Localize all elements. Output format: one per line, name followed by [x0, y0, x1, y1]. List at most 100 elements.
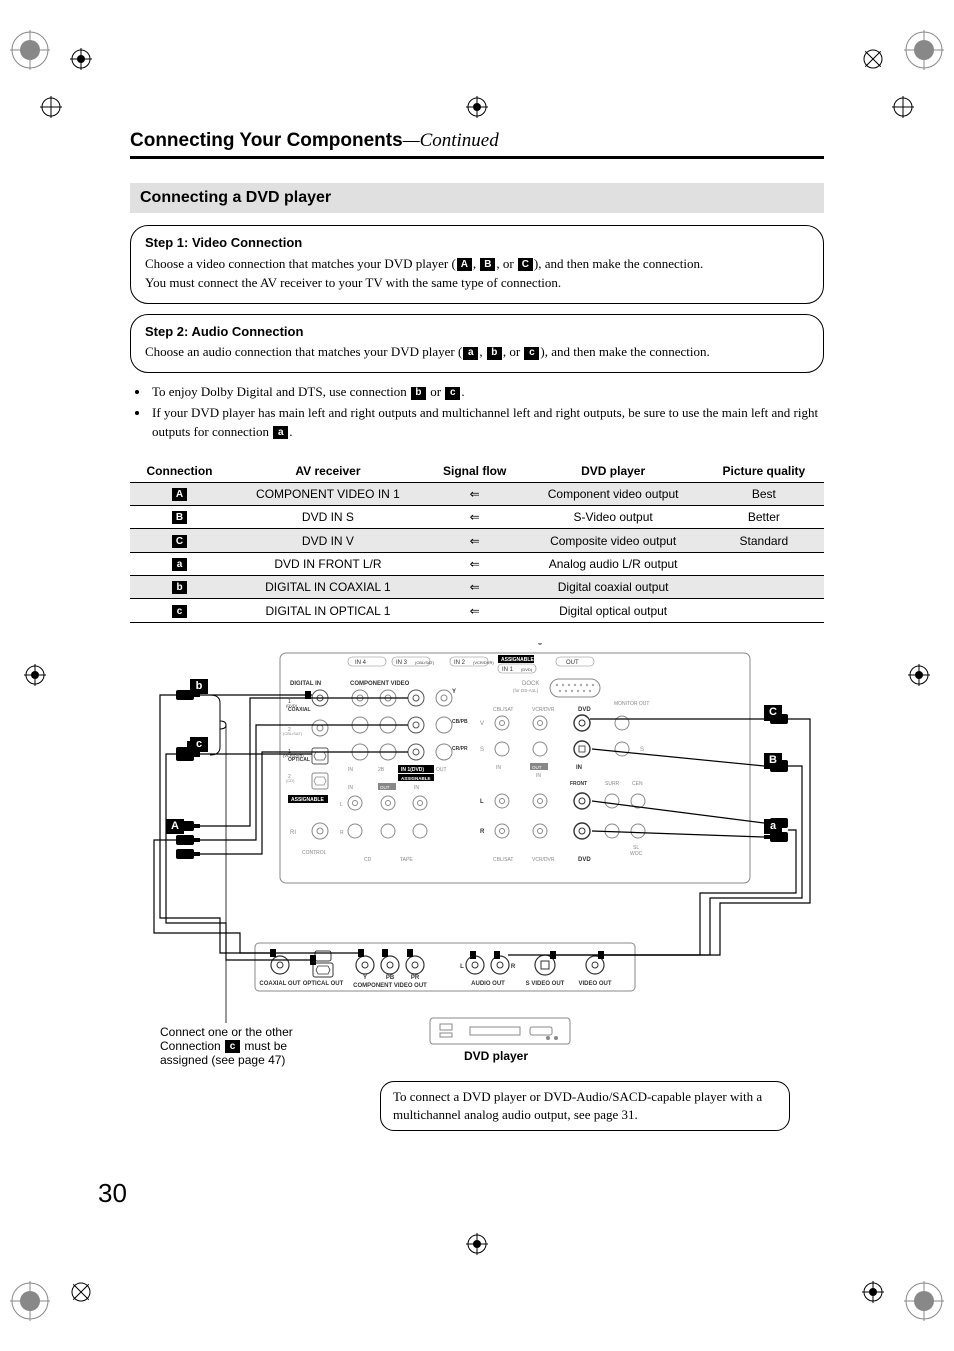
table-row: CDVD IN V⇐Composite video outputStandard [130, 529, 824, 552]
badge-C: C [172, 535, 187, 548]
svg-text:VIDEO OUT: VIDEO OUT [578, 981, 611, 987]
reg-mark-side [908, 664, 930, 686]
section-header: Connecting Your Components—Continued [130, 130, 824, 159]
svg-text:IN: IN [576, 765, 582, 771]
svg-text:SURR: SURR [605, 781, 620, 787]
td-flow: ⇐ [427, 529, 523, 552]
step1-line1: Choose a video connection that matches y… [145, 255, 809, 274]
svg-text:R: R [511, 964, 516, 970]
reg-mark-top [40, 96, 62, 118]
text: , or [496, 256, 517, 271]
td-player: Composite video output [523, 529, 704, 552]
td-receiver: DIGITAL IN OPTICAL 1 [229, 599, 427, 622]
text: Connect one or the other [160, 1025, 293, 1039]
td-player: Component video output [523, 482, 704, 505]
th-receiver: AV receiver [229, 460, 427, 483]
svg-text:IN 3: IN 3 [396, 660, 408, 666]
td-connection: B [130, 506, 229, 529]
text: , or [503, 344, 524, 359]
diagram-badge-c: c [190, 737, 208, 752]
step1-title: Step 1: Video Connection [145, 234, 809, 253]
table-row: cDIGITAL IN OPTICAL 1⇐Digital optical ou… [130, 599, 824, 622]
td-receiver: DIGITAL IN COAXIAL 1 [229, 576, 427, 599]
step2-title: Step 2: Audio Connection [145, 323, 809, 342]
svg-text:PR: PR [411, 975, 420, 981]
td-connection: a [130, 552, 229, 575]
svg-text:CEN: CEN [632, 781, 643, 787]
reg-mark-bottom [466, 1233, 488, 1255]
table-row: aDVD IN FRONT L/R⇐Analog audio L/R outpu… [130, 552, 824, 575]
diagram-caption: Connect one or the other Connection c mu… [160, 1025, 293, 1067]
svg-text:CBL/SAT: CBL/SAT [493, 857, 513, 863]
svg-text:(DVD): (DVD) [286, 703, 298, 708]
svg-text:Y: Y [363, 975, 367, 981]
reg-mark-inner [857, 43, 888, 74]
svg-text:IN: IN [496, 765, 501, 771]
page-content: Connecting Your Components—Continued Con… [130, 130, 824, 1131]
reg-mark-side [24, 664, 46, 686]
note-box: To connect a DVD player or DVD-Audio/SAC… [380, 1081, 790, 1131]
svg-text:IN: IN [414, 785, 419, 791]
td-quality: Best [704, 482, 824, 505]
badge-a: a [273, 426, 288, 439]
svg-text:PB: PB [386, 975, 395, 981]
svg-text:COMPONENT VIDEO OUT: COMPONENT VIDEO OUT [353, 983, 427, 989]
svg-text:L: L [480, 799, 484, 805]
connection-diagram: IN 4 IN 3 (CBL/SAT) IN 2 (VCR/DVR) ASSIG… [130, 643, 824, 1073]
text: . [289, 424, 292, 439]
svg-text:V: V [480, 721, 484, 727]
svg-text:DVD: DVD [578, 707, 591, 713]
svg-text:COAXIAL OUT: COAXIAL OUT [259, 981, 301, 987]
subsection-title: Connecting a DVD player [130, 183, 824, 213]
td-flow: ⇐ [427, 506, 523, 529]
step1-box: Step 1: Video Connection Choose a video … [130, 225, 824, 304]
badge-b: b [172, 581, 187, 594]
badge-c: c [445, 387, 460, 400]
text: Connection c must be [160, 1039, 293, 1053]
svg-text:IN: IN [348, 767, 353, 773]
svg-text:OPTICAL OUT: OPTICAL OUT [303, 981, 344, 987]
bullet-2: If your DVD player has main left and rig… [150, 404, 824, 442]
svg-text:AUDIO OUT: AUDIO OUT [471, 981, 505, 987]
badge-c: c [225, 1040, 240, 1053]
svg-text:CONTROL: CONTROL [302, 850, 327, 856]
td-flow: ⇐ [427, 576, 523, 599]
text: , [473, 256, 480, 271]
td-player: Digital coaxial output [523, 576, 704, 599]
svg-text:R: R [480, 829, 485, 835]
svg-text:VCR/DVR: VCR/DVR [532, 707, 555, 713]
reg-mark [904, 1281, 944, 1321]
text: . [461, 384, 464, 399]
svg-text:DIGITAL IN: DIGITAL IN [290, 681, 321, 687]
td-quality: Standard [704, 529, 824, 552]
td-player: Digital optical output [523, 599, 704, 622]
badge-b: b [411, 387, 426, 400]
td-player: Analog audio L/R output [523, 552, 704, 575]
td-flow: ⇐ [427, 482, 523, 505]
reg-mark-inner [65, 1276, 96, 1307]
badge-A: A [457, 258, 472, 271]
bullet-1: To enjoy Dolby Digital and DTS, use conn… [150, 383, 824, 402]
svg-text:S: S [640, 747, 644, 753]
text: ), and then make the connection. [534, 256, 703, 271]
td-flow: ⇐ [427, 552, 523, 575]
badge-c: c [524, 347, 539, 360]
td-connection: C [130, 529, 229, 552]
badge-b: b [487, 347, 502, 360]
text: To enjoy Dolby Digital and DTS, use conn… [152, 384, 410, 399]
svg-text:S VIDEO OUT: S VIDEO OUT [526, 981, 565, 987]
svg-text:DVD: DVD [578, 857, 591, 863]
svg-text:CB/PB: CB/PB [452, 719, 468, 725]
page-number: 30 [98, 1178, 127, 1209]
td-receiver: DVD IN S [229, 506, 427, 529]
text: If your DVD player has main left and rig… [152, 405, 818, 439]
svg-text:MONITOR OUT: MONITOR OUT [614, 701, 649, 707]
svg-text:IN: IN [536, 773, 541, 779]
svg-text:OUT: OUT [380, 785, 390, 790]
svg-text:WOC: WOC [630, 851, 643, 857]
section-continued: —Continued [403, 130, 499, 151]
svg-text:IN 1(DVD): IN 1(DVD) [401, 767, 424, 773]
table-row: BDVD IN S⇐S-Video outputBetter [130, 506, 824, 529]
reg-mark-inner [862, 1281, 884, 1303]
svg-text:IN 2: IN 2 [454, 660, 466, 666]
